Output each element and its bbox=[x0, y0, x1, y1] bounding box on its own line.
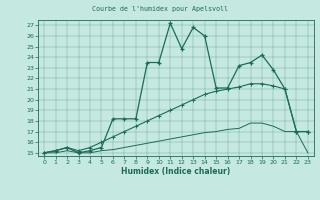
Text: Courbe de l'humidex pour Apelsvoll: Courbe de l'humidex pour Apelsvoll bbox=[92, 6, 228, 12]
X-axis label: Humidex (Indice chaleur): Humidex (Indice chaleur) bbox=[121, 167, 231, 176]
